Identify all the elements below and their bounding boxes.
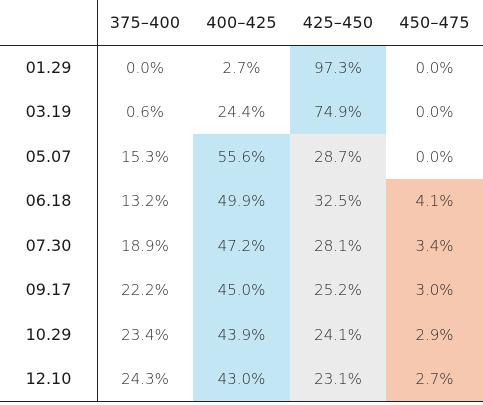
table-cell: 97.3% bbox=[290, 45, 386, 90]
table-cell: 13.2% bbox=[121, 192, 169, 210]
column-header: 375–400 bbox=[109, 13, 181, 32]
table-cell: 3.4% bbox=[386, 223, 483, 268]
table-cell: 24.4% bbox=[217, 103, 266, 121]
table-cell: 0.0% bbox=[125, 58, 165, 77]
column-header: 425–450 bbox=[302, 13, 374, 32]
table-cell: 28.1% bbox=[290, 223, 386, 268]
table-cell: 22.2% bbox=[121, 281, 169, 299]
column-header: 400–425 bbox=[206, 13, 277, 32]
row-label: 06.18 bbox=[25, 191, 72, 211]
table-cell: 28.7% bbox=[290, 134, 386, 179]
row-label: 12.10 bbox=[25, 369, 72, 389]
table-cell: 74.9% bbox=[290, 89, 386, 135]
table-cell: 23.4% bbox=[121, 325, 169, 344]
label-column-divider bbox=[97, 0, 98, 402]
table-cell: 0.0% bbox=[415, 103, 454, 121]
row-label: 07.30 bbox=[25, 235, 72, 255]
table-cell: 0.0% bbox=[415, 58, 454, 77]
table-cell: 15.3% bbox=[121, 147, 169, 166]
table-cell: 4.1% bbox=[386, 178, 483, 224]
table-cell: 2.7% bbox=[222, 58, 261, 77]
column-header: 450–475 bbox=[399, 13, 470, 32]
table-cell: 43.0% bbox=[193, 356, 290, 402]
table-cell: 24.3% bbox=[121, 370, 169, 388]
table-cell: 2.7% bbox=[386, 356, 483, 402]
table-cell: 49.9% bbox=[193, 178, 290, 224]
table-cell: 45.0% bbox=[193, 267, 290, 313]
row-label: 10.29 bbox=[25, 324, 72, 344]
table-cell: 32.5% bbox=[290, 178, 386, 224]
table-cell: 3.0% bbox=[386, 267, 483, 313]
table-cell: 23.1% bbox=[290, 356, 386, 402]
table-cell: 55.6% bbox=[193, 134, 290, 179]
table-cell: 0.0% bbox=[415, 147, 454, 166]
bottom-rule bbox=[0, 401, 483, 402]
table-cell: 18.9% bbox=[121, 236, 169, 255]
table-cell: 47.2% bbox=[193, 223, 290, 268]
table-cell: 25.2% bbox=[290, 267, 386, 313]
header-divider bbox=[0, 45, 483, 46]
header-corner bbox=[0, 0, 97, 45]
table-cell: 2.9% bbox=[386, 312, 483, 357]
table-cell: 24.1% bbox=[290, 312, 386, 357]
row-label: 01.29 bbox=[25, 57, 72, 77]
row-label: 09.17 bbox=[25, 280, 72, 300]
row-label: 05.07 bbox=[25, 146, 72, 166]
row-label: 03.19 bbox=[25, 102, 72, 122]
table-cell: 43.9% bbox=[193, 312, 290, 357]
table-cell: 0.6% bbox=[125, 103, 165, 121]
